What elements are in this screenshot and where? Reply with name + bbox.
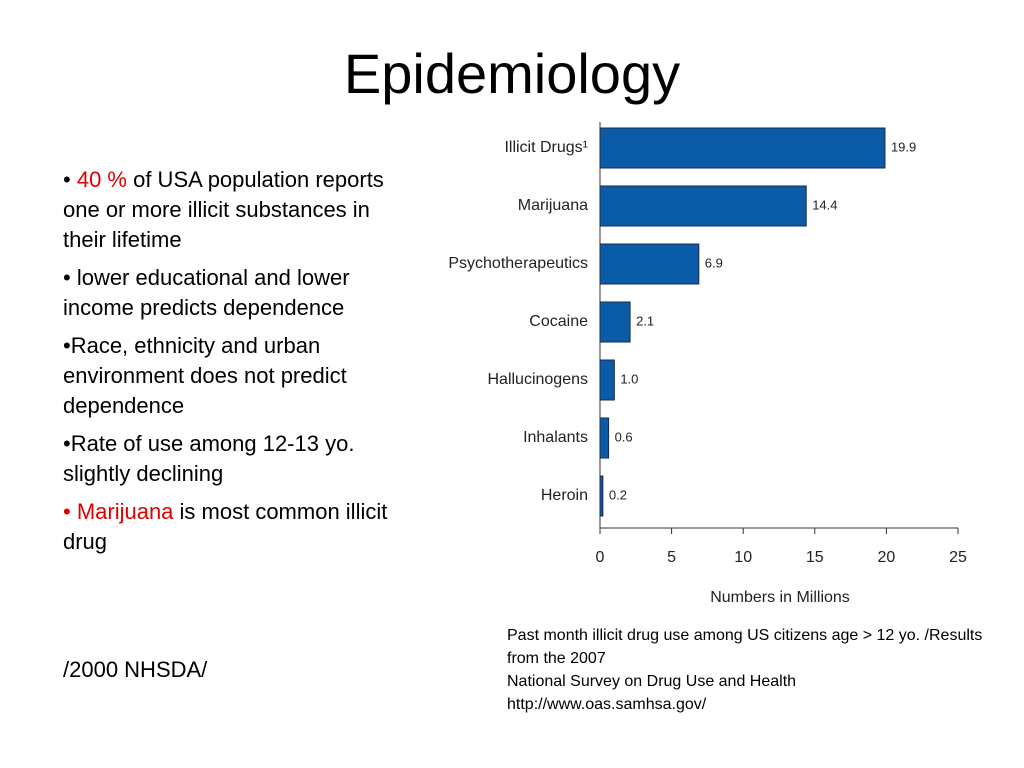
x-tick-label: 5: [667, 549, 676, 566]
y-tick-label: Marijuana: [518, 197, 588, 214]
y-tick-label: Inhalants: [523, 429, 588, 446]
caption-line: Past month illicit drug use among US cit…: [507, 627, 983, 667]
bullet-list: • 40 % of USA population reports one or …: [63, 165, 408, 565]
source-note: /2000 NHSDA/: [63, 657, 208, 682]
x-tick-label: 10: [734, 549, 752, 566]
caption-line: http://www.oas.samhsa.gov/: [507, 696, 707, 713]
bullet-text: •: [63, 167, 77, 192]
y-tick-label: Cocaine: [529, 313, 588, 330]
y-tick-label: Hallucinogens: [487, 371, 588, 388]
value-label: 14.4: [812, 197, 837, 212]
x-tick-label: 15: [806, 549, 824, 566]
bullet-text: •Rate of use among 12-13 yo. slightly de…: [63, 431, 355, 486]
y-tick-label: Heroin: [541, 487, 588, 504]
value-label: 19.9: [891, 139, 916, 154]
value-label: 0.6: [615, 429, 633, 444]
bullet: • lower educational and lower income pre…: [63, 263, 408, 323]
bullet: • 40 % of USA population reports one or …: [63, 165, 408, 255]
bullet: •Race, ethnicity and urban environment d…: [63, 331, 408, 421]
bar: [599, 127, 886, 169]
caption: Past month illicit drug use among US cit…: [507, 624, 997, 716]
x-tick-label: 0: [596, 549, 605, 566]
bar: [599, 475, 604, 517]
x-tick-label: 25: [949, 549, 967, 566]
bullet-text: of USA population reports one or more il…: [63, 167, 384, 252]
y-tick-label: Psychotherapeutics: [448, 255, 588, 272]
bullet: •Rate of use among 12-13 yo. slightly de…: [63, 429, 408, 489]
x-axis-label: Numbers in Millions: [710, 589, 850, 606]
bar: [599, 243, 700, 285]
bullet-text: 40 %: [76, 167, 127, 192]
value-label: 0.2: [609, 487, 627, 502]
value-label: 6.9: [705, 255, 723, 270]
caption-line: National Survey on Drug Use and Health: [507, 673, 797, 690]
x-tick-label: 20: [878, 549, 896, 566]
bullet-text: • Marijuana: [63, 499, 174, 524]
bar: [599, 359, 615, 401]
bullet: • Marijuana is most common illicit drug: [63, 497, 408, 557]
value-label: 1.0: [620, 371, 638, 386]
value-label: 2.1: [636, 313, 654, 328]
bar: [599, 417, 610, 459]
bar: [599, 301, 631, 343]
bullet-text: •Race, ethnicity and urban environment d…: [63, 333, 347, 418]
bar: [599, 185, 807, 227]
bullet-text: • lower educational and lower income pre…: [63, 265, 350, 320]
y-tick-label: Illicit Drugs¹: [504, 139, 588, 156]
bullet-text: is most common illicit drug: [63, 499, 388, 554]
slide-title: Epidemiology: [344, 42, 680, 105]
